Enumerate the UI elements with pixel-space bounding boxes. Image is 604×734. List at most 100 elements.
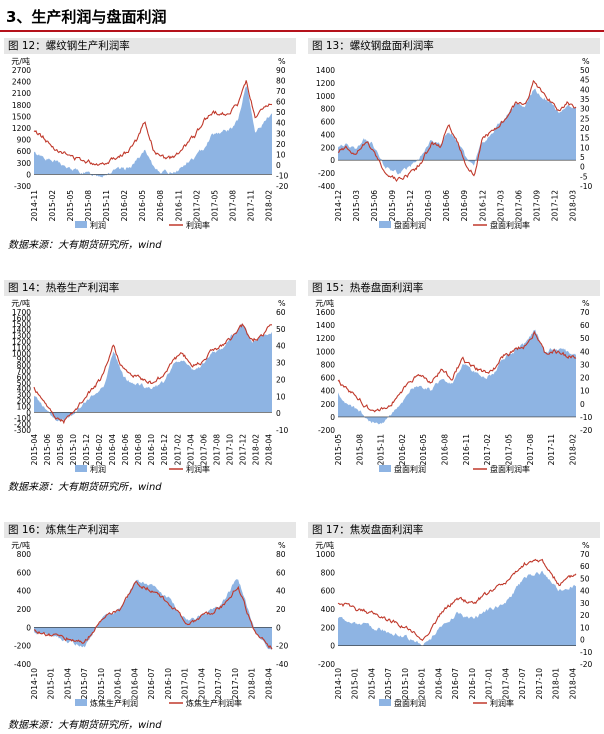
fig15-left-tick: 800 <box>321 360 336 369</box>
fig13-x-tick: 2016-09 <box>460 190 469 222</box>
fig17-profit-area <box>338 570 576 646</box>
fig15-left-tick: 1600 <box>316 308 335 317</box>
fig14-left-tick: 1400 <box>12 326 31 335</box>
fig15-right-tick: 0 <box>580 400 585 409</box>
fig13-right-tick: 35 <box>580 95 590 104</box>
fig17-x-tick: 2016-10 <box>468 668 477 700</box>
fig13-right-tick: -5 <box>580 172 588 181</box>
fig12-right-tick: -10 <box>276 171 288 180</box>
fig17-left-tick: -200 <box>318 660 335 669</box>
fig14-x-tick: 2016-04 <box>108 434 117 466</box>
fig14-left-tick: 1300 <box>12 332 31 341</box>
fig12-x-tick: 2017-08 <box>228 190 237 222</box>
fig14-legend-rate: 利润率 <box>186 464 210 474</box>
fig12-right-tick: 40 <box>276 119 286 128</box>
fig12-header: 图 12：螺纹钢生产利润率 <box>4 38 296 54</box>
fig13-header: 图 13：螺纹钢盘面利润率 <box>308 38 600 54</box>
fig14-x-tick: 2017-02 <box>173 434 182 466</box>
fig17-x-tick: 2015-07 <box>384 668 393 700</box>
fig14-right-tick: 40 <box>276 342 286 351</box>
fig14-x-tick: 2016-10 <box>147 434 156 466</box>
fig14-left-unit: 元/吨 <box>11 298 30 308</box>
fig12-right-tick: 10 <box>276 150 286 159</box>
fig16-x-tick: 2016-04 <box>131 668 140 700</box>
fig12-left-tick: 1200 <box>12 124 31 133</box>
fig14-x-tick: 2017-04 <box>186 434 195 466</box>
fig15-left-tick: 600 <box>321 374 336 383</box>
fig12-x-tick: 2016-08 <box>156 190 165 222</box>
fig15-x-tick: 2017-02 <box>483 434 492 466</box>
fig12-left-tick: 300 <box>17 159 32 168</box>
fig17-x-tick: 2017-07 <box>518 668 527 700</box>
fig16-right-tick: 40 <box>276 587 286 596</box>
source-note-row2: 数据来源：大有期货研究所，wind <box>8 482 162 493</box>
fig17-x-tick: 2016-01 <box>418 668 427 700</box>
fig13-legend-rate: 盘面利润率 <box>490 220 530 230</box>
fig13-left-tick: 1200 <box>316 79 335 88</box>
fig15-right-tick: -10 <box>580 413 592 422</box>
fig17-right-tick: 50 <box>580 574 590 583</box>
fig17-right-tick: 30 <box>580 599 590 608</box>
fig17-left-tick: 800 <box>321 568 336 577</box>
fig13-right-tick: 5 <box>580 153 585 162</box>
fig13-right-tick: 20 <box>580 124 590 133</box>
fig16-x-tick: 2016-10 <box>164 668 173 700</box>
fig14-left-tick: 1600 <box>12 314 31 323</box>
fig15-rate-line <box>337 330 577 413</box>
fig16-right-tick: 20 <box>276 605 286 614</box>
fig13-x-tick: 2015-06 <box>370 190 379 222</box>
fig14-right-unit: % <box>278 299 286 308</box>
fig13-right-tick: 25 <box>580 114 590 123</box>
fig17-x-tick: 2018-04 <box>568 668 577 700</box>
fig15-x-tick: 2015-08 <box>355 434 364 466</box>
fig14-x-tick: 2015-06 <box>43 434 52 466</box>
fig17-left-tick: 1000 <box>316 550 335 559</box>
fig14-left-tick: 200 <box>17 397 32 406</box>
fig14-x-tick: 2018-04 <box>264 434 273 466</box>
fig16-left-tick: -400 <box>14 660 31 669</box>
fig12-right-tick: 70 <box>276 87 286 96</box>
fig12-x-tick: 2016-02 <box>120 190 129 222</box>
fig16-right-tick: 0 <box>276 623 281 632</box>
fig15-right-tick: 60 <box>580 321 590 330</box>
fig14-x-tick: 2015-12 <box>82 434 91 466</box>
fig14-left-tick: -300 <box>14 426 31 435</box>
fig12-right-tick: -20 <box>276 182 288 191</box>
fig13-x-tick: 2017-12 <box>550 190 559 222</box>
fig17-x-tick: 2016-07 <box>451 668 460 700</box>
fig12-rate-line <box>33 80 273 166</box>
fig13-x-tick: 2018-03 <box>568 190 577 222</box>
fig12-right-tick: 30 <box>276 129 286 138</box>
fig15-chart: 元/吨 %-20002004006008001000120014001600-20… <box>315 298 592 474</box>
fig16-header: 图 16：炼焦生产利润率 <box>4 522 296 538</box>
fig17-x-tick: 2018-01 <box>552 668 561 700</box>
fig13-right-tick: 30 <box>580 105 590 114</box>
fig14-legend-profit: 利润 <box>90 464 106 474</box>
fig16-x-tick: 2014-10 <box>30 668 39 700</box>
fig16-x-tick: 2017-01 <box>181 668 190 700</box>
fig15-left-tick: -200 <box>318 426 335 435</box>
fig12-right-tick: 20 <box>276 140 286 149</box>
fig13-right-tick: 45 <box>580 76 590 85</box>
fig13-profit-area <box>338 88 576 175</box>
fig15-x-tick: 2016-11 <box>462 434 471 466</box>
fig13-legend-swatch-profit <box>379 221 391 228</box>
fig13-left-tick: 400 <box>321 130 336 139</box>
fig14-left-tick: 900 <box>17 355 32 364</box>
fig14-left-tick: 600 <box>17 373 32 382</box>
fig16-profit-area <box>34 579 272 650</box>
fig17-legend-rate: 利润率 <box>490 698 514 708</box>
fig15-right-tick: -20 <box>580 426 592 435</box>
fig17-x-tick: 2014-10 <box>334 668 343 700</box>
fig16-right-tick: 60 <box>276 568 286 577</box>
fig13-legend-profit: 盘面利润 <box>394 220 426 230</box>
fig14-left-tick: -200 <box>14 420 31 429</box>
fig13-right-tick: 50 <box>580 66 590 75</box>
fig13-right-tick: 10 <box>580 143 590 152</box>
fig15-x-tick: 2015-11 <box>377 434 386 466</box>
fig12-legend-swatch-profit <box>75 221 87 228</box>
fig16-legend-rate: 炼焦生产利润率 <box>186 698 242 708</box>
fig14-x-tick: 2017-12 <box>238 434 247 466</box>
fig16-left-tick: 200 <box>17 605 32 614</box>
fig12-x-tick: 2016-05 <box>138 190 147 222</box>
